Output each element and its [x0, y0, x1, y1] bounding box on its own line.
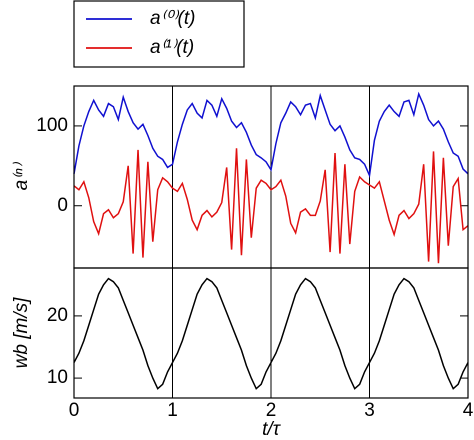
y-tick-label: 20: [47, 305, 68, 326]
legend-label: a⁽⁰⁾(t): [150, 8, 195, 29]
data-line: [73, 91, 469, 179]
y-axis-label: wb [m/s]: [11, 297, 32, 368]
x-tick-label: 1: [167, 400, 178, 421]
x-tick-label: 0: [69, 400, 80, 421]
data-line: [73, 148, 469, 264]
plot-frame: [73, 267, 469, 399]
x-tick-label: 3: [364, 400, 375, 421]
legend-box: [73, 0, 245, 68]
x-tick-label: 4: [463, 400, 474, 421]
y-tick-label: 10: [47, 367, 68, 388]
y-tick-label: 100: [36, 115, 68, 136]
y-axis-label: a⁽ⁿ⁾: [11, 161, 32, 190]
data-line: [73, 277, 469, 390]
x-tick-label: 2: [266, 400, 277, 421]
x-axis-label: t/τ: [262, 419, 282, 440]
legend-label: a⁽¹⁾(t): [150, 37, 194, 58]
y-tick-label: 0: [57, 195, 68, 216]
